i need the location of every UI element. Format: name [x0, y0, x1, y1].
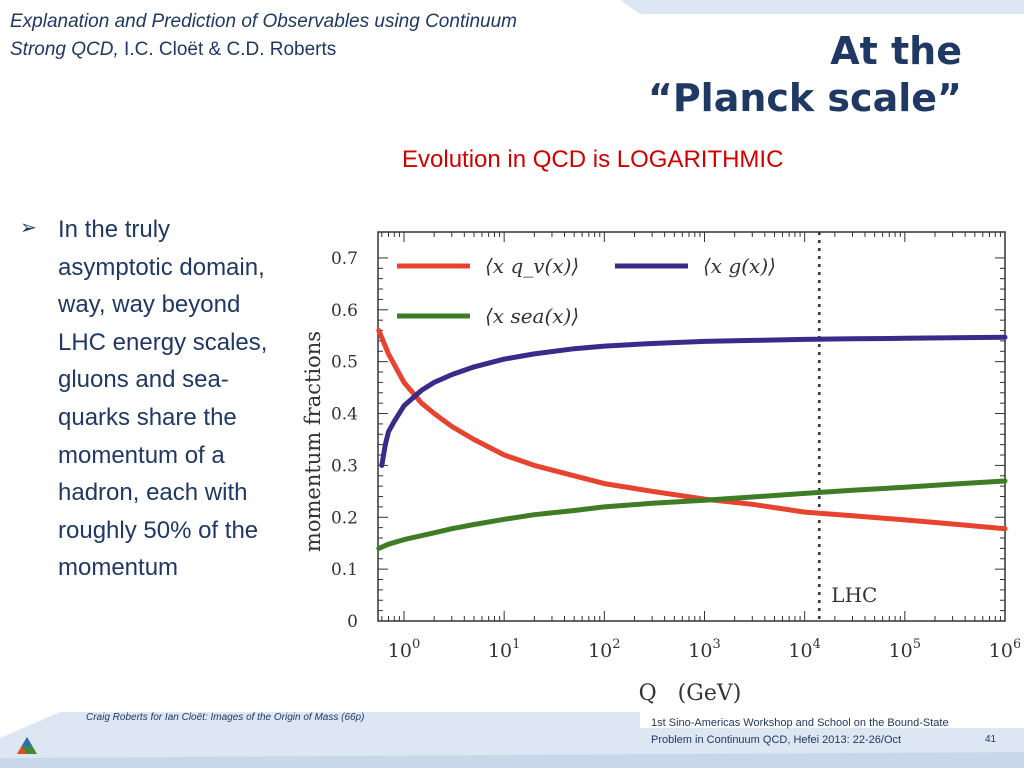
lhc-label: LHC — [831, 583, 877, 607]
x-tick-label: 105 — [889, 637, 921, 662]
slide-subtitle: Evolution in QCD is LOGARITHMIC — [402, 146, 784, 173]
citation-title: Explanation and Prediction of Observable… — [10, 11, 517, 60]
y-tick-label: 0 — [347, 612, 358, 632]
slide-title-line-2: “Planck scale” — [647, 76, 962, 120]
y-tick-label: 0.6 — [331, 301, 358, 321]
x-tick-label: 103 — [688, 637, 720, 662]
y-tick-label: 0.3 — [331, 456, 358, 476]
arrow-bullet-icon: ➢ — [20, 217, 37, 239]
page-number: 41 — [985, 734, 997, 745]
citation-authors: I.C. Cloët & C.D. Roberts — [118, 39, 337, 60]
legend-label-0: ⟨x q_v(x)⟩ — [485, 254, 579, 278]
footer-conference: 1st Sino-Americas Workshop and School on… — [651, 715, 991, 749]
footer-conference-line-1: 1st Sino-Americas Workshop and School on… — [651, 717, 949, 729]
slide-title: At the “Planck scale” — [648, 28, 962, 122]
legend-label-2: ⟨x sea(x)⟩ — [485, 304, 579, 328]
x-tick-label: 102 — [588, 637, 620, 662]
y-tick-label: 0.1 — [331, 560, 358, 580]
top-decorative-band — [620, 0, 1024, 14]
plot-frame — [377, 231, 1006, 622]
x-tick-label: 100 — [388, 637, 420, 662]
argonne-logo-icon — [17, 737, 37, 754]
x-tick-label: 104 — [788, 637, 820, 662]
y-tick-label: 0.2 — [331, 508, 358, 528]
slide-title-line-1: At the — [830, 29, 962, 73]
footer-conference-line-2: Problem in Continuum QCD, Hefei 2013: 22… — [651, 734, 902, 746]
footer-credit: Craig Roberts for Ian Cloët: Images of t… — [86, 712, 365, 723]
series-line-0 — [376, 328, 1008, 532]
bullet-text: In the truly asymptotic domain, way, way… — [58, 216, 268, 582]
series-line-1 — [379, 334, 1008, 468]
bullet-point: ➢ In the truly asymptotic domain, way, w… — [20, 211, 282, 587]
y-axis-label: momentum fractions — [301, 331, 325, 552]
slide-citation: Explanation and Prediction of Observable… — [10, 8, 550, 64]
y-tick-label: 0.4 — [331, 405, 358, 425]
legend-label-1: ⟨x g(x)⟩ — [703, 254, 776, 278]
x-tick-label: 101 — [488, 637, 520, 662]
series-line-2 — [376, 478, 1008, 551]
x-axis-label: Q (GeV) — [639, 681, 742, 705]
momentum-fractions-chart: 0 0.1 0.2 0.3 0.4 0.5 0.6 0.7 100 101 102 103 104 105… — [301, 231, 1020, 705]
y-tick-label: 0.7 — [331, 249, 358, 269]
x-tick-label: 106 — [989, 637, 1020, 662]
bottom-decorative-band — [0, 712, 1024, 768]
y-tick-label: 0.5 — [331, 353, 358, 373]
